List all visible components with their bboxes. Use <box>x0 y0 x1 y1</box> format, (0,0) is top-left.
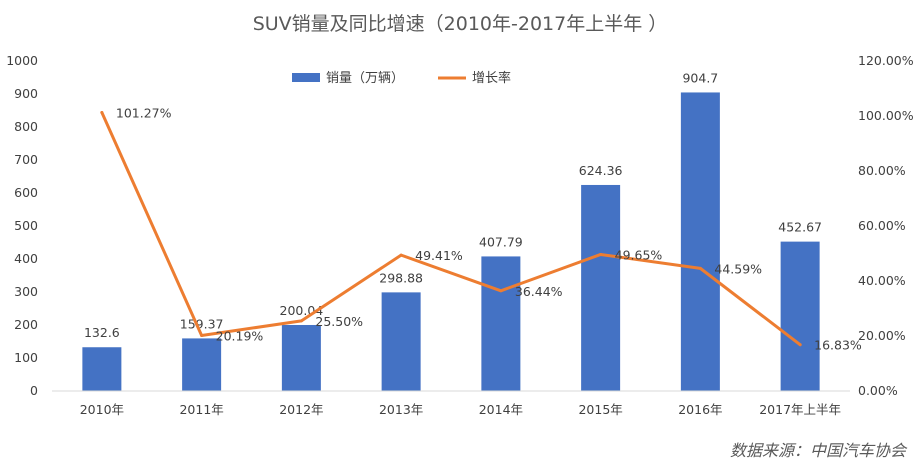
line-point <box>499 289 503 293</box>
left-axis-tick-label: 600 <box>14 185 38 200</box>
legend-bar-label: 销量（万辆） <box>326 71 404 86</box>
bar-data-label: 452.67 <box>778 220 822 235</box>
left-axis-tick-label: 0 <box>30 383 38 398</box>
left-axis-tick-label: 200 <box>14 317 38 332</box>
right-axis-tick-label: 40.00% <box>858 273 906 288</box>
growth-rate-line <box>100 111 802 347</box>
line-point <box>599 252 603 256</box>
line-data-label: 20.19% <box>216 328 264 343</box>
left-axis-tick-label: 300 <box>14 284 38 299</box>
x-axis-tick-label: 2013年 <box>379 402 423 417</box>
x-axis-tick-label: 2012年 <box>279 402 323 417</box>
line-data-label: 36.44% <box>515 284 563 299</box>
bar-data-label: 132.6 <box>84 325 120 340</box>
right-axis-tick-label: 0.00% <box>858 383 898 398</box>
x-axis-tick-label: 2016年 <box>678 402 722 417</box>
line-labels: 101.27% 20.19% 25.50% 49.41% 36.44% 49.65% 44.… <box>116 106 862 353</box>
x-axis-tick-label: 2017年上半年 <box>759 402 841 417</box>
line-point <box>100 111 104 115</box>
x-axis-tick-label: 2011年 <box>179 402 223 417</box>
line-data-label: 49.41% <box>415 248 463 263</box>
bar-data-label: 904.7 <box>682 70 718 85</box>
x-axis-tick-label: 2014年 <box>479 402 523 417</box>
right-axis: 0.00% 20.00% 40.00% 60.00% 80.00% 100.00% 120.… <box>858 53 914 398</box>
right-axis-tick-label: 80.00% <box>858 163 906 178</box>
left-axis-tick-label: 500 <box>14 218 38 233</box>
bar-data-label: 624.36 <box>579 163 623 178</box>
line-data-label: 101.27% <box>116 106 172 121</box>
bar-labels: 132.6159.37200.04298.88407.79624.36904.7… <box>84 70 822 340</box>
line-point <box>698 266 702 270</box>
left-axis-tick-label: 800 <box>14 119 38 134</box>
bar-data-label: 159.37 <box>180 316 224 331</box>
bar <box>381 292 421 391</box>
bar <box>82 347 122 391</box>
bar <box>680 92 720 391</box>
line-data-label: 25.50% <box>315 314 363 329</box>
line-series <box>100 111 802 347</box>
legend-bar-swatch <box>292 73 320 82</box>
left-axis-tick-label: 400 <box>14 251 38 266</box>
left-axis-tick-label: 100 <box>14 350 38 365</box>
right-axis-tick-label: 100.00% <box>858 108 914 123</box>
x-axis: 2010年 2011年 2012年 2013年 2014年 2015年 2016年 2017年… <box>80 402 841 417</box>
legend-line-label: 增长率 <box>472 70 511 86</box>
bar <box>281 324 321 391</box>
line-point <box>798 343 802 347</box>
bar-series <box>82 92 820 391</box>
left-axis: 0 100 200 300 400 500 600 700 800 900 1000 <box>6 53 38 398</box>
right-axis-tick-label: 20.00% <box>858 328 906 343</box>
line-data-label: 16.83% <box>814 338 862 353</box>
left-axis-tick-label: 900 <box>14 86 38 101</box>
bar <box>780 241 820 391</box>
line-point <box>399 253 403 257</box>
left-axis-tick-label: 1000 <box>6 53 38 68</box>
right-axis-tick-label: 60.00% <box>858 218 906 233</box>
bar-data-label: 407.79 <box>479 234 523 249</box>
right-axis-tick-label: 120.00% <box>858 53 914 68</box>
line-data-label: 44.59% <box>714 261 762 276</box>
chart-title: SUV销量及同比增速（2010年-2017年上半年 ） <box>253 13 668 35</box>
x-axis-tick-label: 2015年 <box>578 402 622 417</box>
bar-data-label: 298.88 <box>379 270 423 285</box>
bar <box>481 256 521 391</box>
x-axis-tick-label: 2010年 <box>80 402 124 417</box>
bar <box>581 184 621 391</box>
legend: 销量（万辆） 增长率 <box>292 70 511 86</box>
left-axis-tick-label: 700 <box>14 152 38 167</box>
line-point <box>299 319 303 323</box>
line-data-label: 49.65% <box>615 247 663 262</box>
source-note: 数据来源：中国汽车协会 <box>730 441 908 460</box>
bar <box>182 338 222 391</box>
line-point <box>200 333 204 337</box>
